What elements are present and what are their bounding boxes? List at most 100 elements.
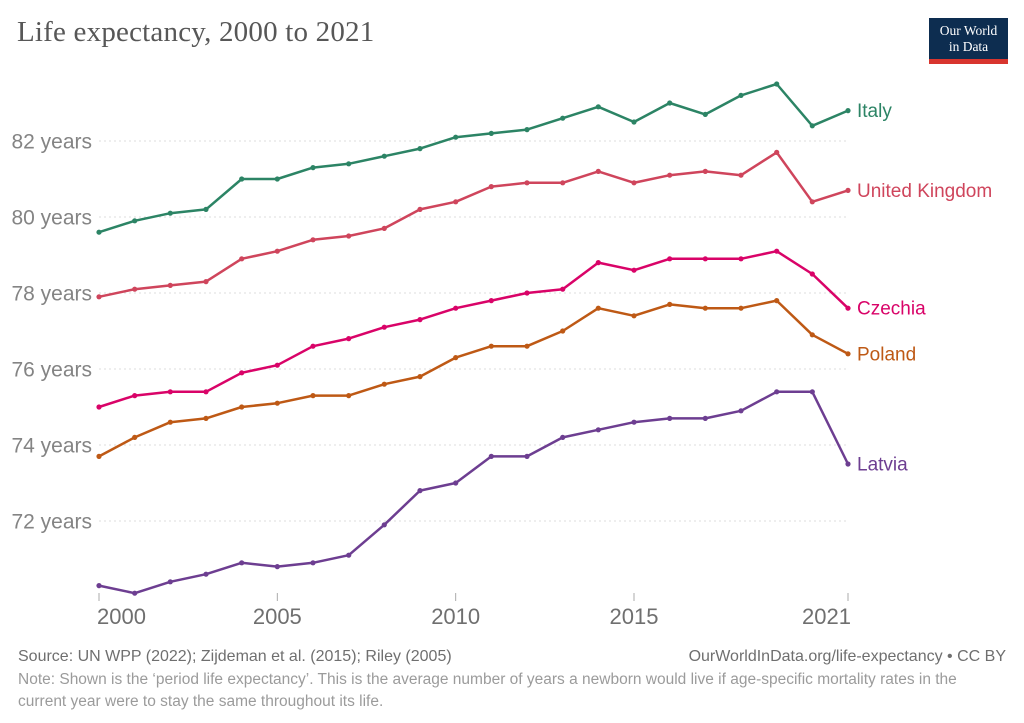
data-point-united-kingdom-2005[interactable] xyxy=(274,248,280,254)
data-point-united-kingdom-2021[interactable] xyxy=(845,187,851,193)
data-point-poland-2011[interactable] xyxy=(488,343,494,349)
data-point-italy-2003[interactable] xyxy=(203,206,209,212)
data-point-united-kingdom-2012[interactable] xyxy=(524,180,530,186)
data-point-united-kingdom-2003[interactable] xyxy=(203,279,209,285)
data-point-italy-2020[interactable] xyxy=(809,123,815,129)
data-point-united-kingdom-2001[interactable] xyxy=(132,286,138,292)
data-point-latvia-2020[interactable] xyxy=(809,389,815,395)
data-point-latvia-2003[interactable] xyxy=(203,571,209,577)
data-point-latvia-2014[interactable] xyxy=(595,427,601,433)
data-point-poland-2015[interactable] xyxy=(631,313,637,319)
data-point-poland-2021[interactable] xyxy=(845,351,851,357)
data-point-latvia-2005[interactable] xyxy=(274,564,280,570)
data-point-united-kingdom-2015[interactable] xyxy=(631,180,637,186)
data-point-latvia-2013[interactable] xyxy=(560,434,566,440)
data-point-czechia-2008[interactable] xyxy=(381,324,387,330)
data-point-united-kingdom-2009[interactable] xyxy=(417,206,423,212)
data-point-latvia-2002[interactable] xyxy=(167,579,173,585)
data-point-latvia-2012[interactable] xyxy=(524,453,530,459)
data-point-united-kingdom-2013[interactable] xyxy=(560,180,566,186)
data-point-latvia-2004[interactable] xyxy=(239,560,245,566)
data-point-italy-2009[interactable] xyxy=(417,146,423,152)
data-point-italy-2016[interactable] xyxy=(667,100,673,106)
data-point-united-kingdom-2004[interactable] xyxy=(239,256,245,262)
data-point-poland-2007[interactable] xyxy=(346,393,352,399)
series-label-italy[interactable]: Italy xyxy=(857,101,892,122)
data-point-italy-2014[interactable] xyxy=(595,104,601,110)
data-point-italy-2004[interactable] xyxy=(239,176,245,182)
data-point-italy-2005[interactable] xyxy=(274,176,280,182)
attribution-link[interactable]: OurWorldInData.org/life-expectancy • CC … xyxy=(688,648,1006,665)
data-point-italy-2002[interactable] xyxy=(167,210,173,216)
data-point-poland-2014[interactable] xyxy=(595,305,601,311)
data-point-poland-2013[interactable] xyxy=(560,328,566,334)
data-point-latvia-2019[interactable] xyxy=(774,389,780,395)
data-point-poland-2017[interactable] xyxy=(702,305,708,311)
data-point-italy-2008[interactable] xyxy=(381,153,387,159)
data-point-poland-2009[interactable] xyxy=(417,374,423,380)
data-point-latvia-2001[interactable] xyxy=(132,590,138,596)
data-point-czechia-2017[interactable] xyxy=(702,256,708,262)
data-point-italy-2007[interactable] xyxy=(346,161,352,167)
data-point-poland-2008[interactable] xyxy=(381,381,387,387)
data-point-united-kingdom-2016[interactable] xyxy=(667,172,673,178)
series-label-latvia[interactable]: Latvia xyxy=(857,455,908,476)
data-point-italy-2000[interactable] xyxy=(96,229,102,235)
series-line-latvia[interactable] xyxy=(97,390,850,595)
data-point-united-kingdom-2019[interactable] xyxy=(774,149,780,155)
series-line-czechia[interactable] xyxy=(97,249,850,409)
series-label-czechia[interactable]: Czechia xyxy=(857,299,926,320)
data-point-poland-2016[interactable] xyxy=(667,301,673,307)
data-point-united-kingdom-2014[interactable] xyxy=(595,168,601,174)
data-point-united-kingdom-2010[interactable] xyxy=(453,199,459,205)
data-point-czechia-2021[interactable] xyxy=(845,305,851,311)
data-point-united-kingdom-2007[interactable] xyxy=(346,233,352,239)
data-point-latvia-2009[interactable] xyxy=(417,488,423,494)
data-point-italy-2018[interactable] xyxy=(738,92,744,98)
data-point-italy-2019[interactable] xyxy=(774,81,780,87)
data-point-czechia-2009[interactable] xyxy=(417,317,423,323)
data-point-poland-2018[interactable] xyxy=(738,305,744,311)
data-point-united-kingdom-2000[interactable] xyxy=(96,294,102,300)
data-point-latvia-2000[interactable] xyxy=(96,583,102,589)
data-point-poland-2005[interactable] xyxy=(274,400,280,406)
data-point-czechia-2020[interactable] xyxy=(809,271,815,277)
data-point-czechia-2006[interactable] xyxy=(310,343,316,349)
data-point-poland-2004[interactable] xyxy=(239,404,245,410)
data-point-united-kingdom-2017[interactable] xyxy=(702,168,708,174)
data-point-czechia-2000[interactable] xyxy=(96,404,102,410)
data-point-czechia-2002[interactable] xyxy=(167,389,173,395)
data-point-italy-2013[interactable] xyxy=(560,115,566,121)
data-point-czechia-2005[interactable] xyxy=(274,362,280,368)
series-line-united-kingdom[interactable] xyxy=(97,151,850,299)
data-point-czechia-2004[interactable] xyxy=(239,370,245,376)
data-point-czechia-2011[interactable] xyxy=(488,298,494,304)
data-point-latvia-2015[interactable] xyxy=(631,419,637,425)
series-line-italy[interactable] xyxy=(97,82,850,234)
data-point-italy-2006[interactable] xyxy=(310,165,316,171)
data-point-united-kingdom-2018[interactable] xyxy=(738,172,744,178)
data-point-united-kingdom-2002[interactable] xyxy=(167,282,173,288)
data-point-united-kingdom-2020[interactable] xyxy=(809,199,815,205)
data-point-czechia-2014[interactable] xyxy=(595,260,601,266)
series-label-united-kingdom[interactable]: United Kingdom xyxy=(857,181,992,202)
data-point-poland-2003[interactable] xyxy=(203,415,209,421)
data-point-italy-2011[interactable] xyxy=(488,130,494,136)
data-point-poland-2000[interactable] xyxy=(96,453,102,459)
data-point-united-kingdom-2008[interactable] xyxy=(381,225,387,231)
data-point-czechia-2018[interactable] xyxy=(738,256,744,262)
data-point-italy-2001[interactable] xyxy=(132,218,138,224)
data-point-czechia-2016[interactable] xyxy=(667,256,673,262)
data-point-poland-2006[interactable] xyxy=(310,393,316,399)
data-point-italy-2010[interactable] xyxy=(453,134,459,140)
data-point-latvia-2007[interactable] xyxy=(346,552,352,558)
data-point-czechia-2001[interactable] xyxy=(132,393,138,399)
data-point-czechia-2003[interactable] xyxy=(203,389,209,395)
series-line-poland[interactable] xyxy=(97,299,850,458)
data-point-poland-2001[interactable] xyxy=(132,434,138,440)
data-point-latvia-2016[interactable] xyxy=(667,415,673,421)
data-point-united-kingdom-2011[interactable] xyxy=(488,184,494,190)
data-point-latvia-2021[interactable] xyxy=(845,461,851,467)
data-point-italy-2017[interactable] xyxy=(702,111,708,117)
data-point-czechia-2013[interactable] xyxy=(560,286,566,292)
